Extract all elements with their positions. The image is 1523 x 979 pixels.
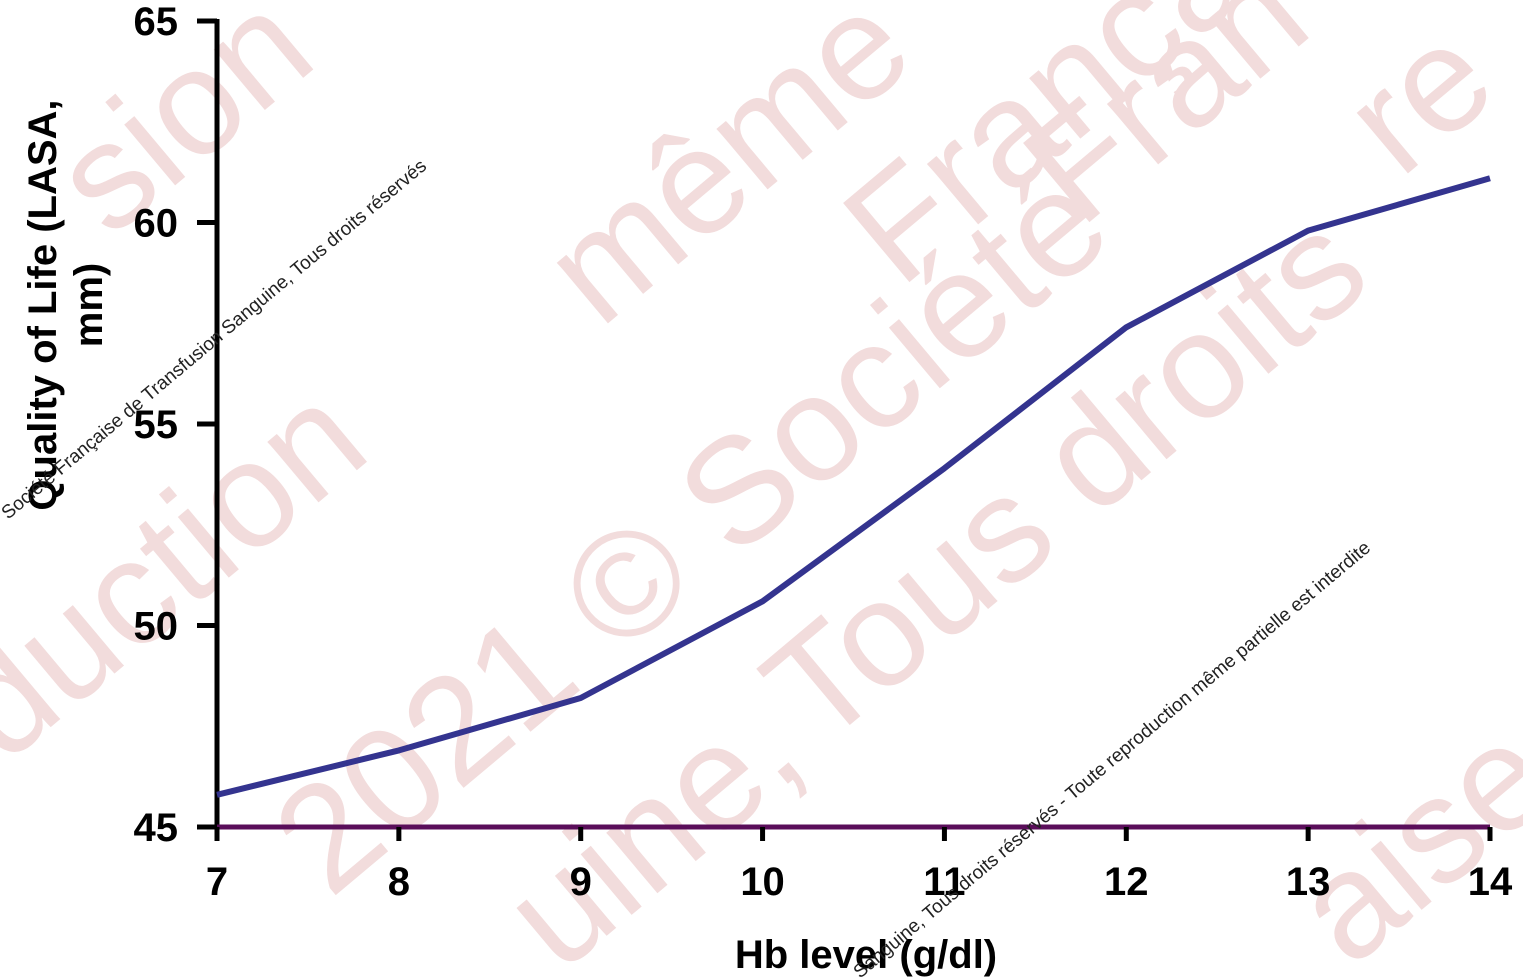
x-tick-label: 8 [388, 860, 410, 904]
y-tick-label: 55 [134, 403, 179, 447]
watermark-text: aise de [1263, 555, 1523, 979]
axes [197, 18, 1493, 841]
x-tick-label: 10 [740, 860, 785, 904]
x-tick-label: 7 [206, 860, 228, 904]
labels-layer: 45 50 55 60 65 7 8 9 10 11 12 13 14 Hb level (g/dl) Qu… [21, 0, 1513, 977]
x-axis-title: Hb level (g/dl) [735, 933, 997, 977]
watermark-text: re [1313, 0, 1523, 205]
x-tick-label: 11 [923, 860, 965, 904]
y-tick-label: 45 [134, 806, 179, 850]
watermark-text: sion [23, 0, 342, 265]
y-axis-title-line: Quality of Life (LASA, [21, 99, 65, 510]
x-tick-label: 14 [1468, 860, 1513, 904]
y-tick-label: 50 [134, 605, 179, 649]
y-tick-label: 65 [134, 0, 179, 44]
y-axis-title-line: mm) [67, 263, 111, 347]
series-line [216, 175, 1491, 798]
y-axis-title: Quality of Life (LASA,mm) [21, 99, 111, 510]
x-tick-label: 12 [1104, 860, 1149, 904]
x-tick-label: 13 [1286, 860, 1331, 904]
x-tick-label: 9 [570, 860, 592, 904]
y-tick-label: 60 [134, 202, 179, 246]
series-layer [216, 175, 1491, 798]
